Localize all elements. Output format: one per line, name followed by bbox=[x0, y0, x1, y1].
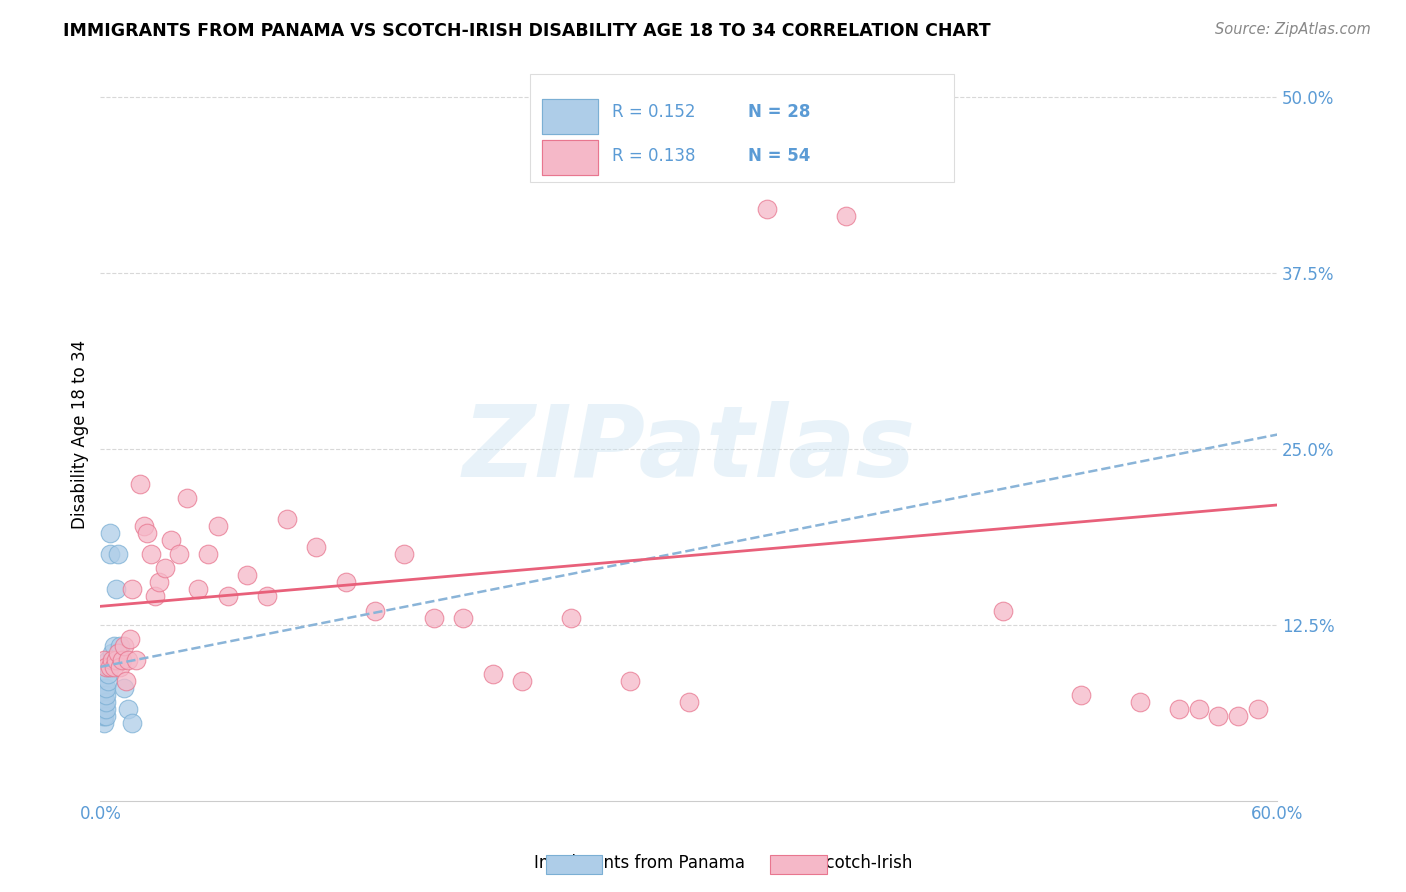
FancyBboxPatch shape bbox=[541, 139, 598, 175]
Text: N = 54: N = 54 bbox=[748, 147, 810, 165]
Point bbox=[96, 695, 118, 709]
Point bbox=[97, 673, 120, 688]
Point bbox=[236, 568, 259, 582]
Point bbox=[93, 688, 115, 702]
Text: R = 0.152: R = 0.152 bbox=[612, 103, 696, 121]
Point bbox=[105, 582, 128, 597]
Point bbox=[176, 491, 198, 505]
Point bbox=[97, 653, 120, 667]
Point bbox=[912, 160, 935, 174]
Point bbox=[107, 547, 129, 561]
Point bbox=[481, 667, 503, 681]
Text: IMMIGRANTS FROM PANAMA VS SCOTCH-IRISH DISABILITY AGE 18 TO 34 CORRELATION CHART: IMMIGRANTS FROM PANAMA VS SCOTCH-IRISH D… bbox=[63, 22, 991, 40]
Point bbox=[1208, 709, 1230, 723]
Point bbox=[121, 716, 143, 731]
Point bbox=[1129, 695, 1152, 709]
Point bbox=[93, 681, 115, 695]
Point bbox=[98, 547, 121, 561]
Point bbox=[207, 519, 229, 533]
Point bbox=[148, 575, 170, 590]
Point bbox=[132, 519, 155, 533]
Point bbox=[108, 639, 131, 653]
Point bbox=[96, 702, 118, 716]
FancyBboxPatch shape bbox=[530, 74, 953, 182]
Point bbox=[101, 653, 124, 667]
Point bbox=[160, 533, 183, 548]
Point bbox=[103, 639, 125, 653]
Text: Source: ZipAtlas.com: Source: ZipAtlas.com bbox=[1215, 22, 1371, 37]
Point bbox=[1246, 702, 1268, 716]
Point bbox=[256, 590, 278, 604]
Point bbox=[91, 695, 114, 709]
Point bbox=[451, 610, 474, 624]
Point bbox=[364, 603, 387, 617]
Point bbox=[619, 673, 641, 688]
Point bbox=[115, 673, 138, 688]
Point bbox=[128, 476, 150, 491]
Point bbox=[121, 582, 143, 597]
Point bbox=[335, 575, 357, 590]
Point bbox=[96, 660, 118, 674]
Point bbox=[93, 709, 115, 723]
Point bbox=[118, 632, 141, 646]
Point bbox=[1188, 702, 1211, 716]
Point bbox=[101, 646, 124, 660]
Point bbox=[141, 547, 163, 561]
Point bbox=[197, 547, 219, 561]
Point bbox=[217, 590, 239, 604]
Text: Immigrants from Panama: Immigrants from Panama bbox=[534, 855, 745, 872]
Point bbox=[103, 660, 125, 674]
Point bbox=[143, 590, 166, 604]
Text: N = 28: N = 28 bbox=[748, 103, 810, 121]
Text: Scotch-Irish: Scotch-Irish bbox=[815, 855, 914, 872]
Point bbox=[560, 610, 582, 624]
Point bbox=[1168, 702, 1191, 716]
Point bbox=[167, 547, 190, 561]
Point bbox=[117, 702, 139, 716]
Point bbox=[96, 681, 118, 695]
Point bbox=[136, 526, 159, 541]
FancyBboxPatch shape bbox=[541, 99, 598, 135]
Point bbox=[97, 660, 120, 674]
Point bbox=[394, 547, 416, 561]
Point bbox=[105, 653, 128, 667]
Point bbox=[93, 702, 115, 716]
Point bbox=[678, 695, 700, 709]
Point bbox=[93, 716, 115, 731]
Point bbox=[111, 653, 134, 667]
FancyBboxPatch shape bbox=[541, 139, 598, 175]
Point bbox=[276, 512, 298, 526]
Point bbox=[91, 709, 114, 723]
Point bbox=[98, 526, 121, 541]
Point bbox=[991, 603, 1014, 617]
Point bbox=[423, 610, 446, 624]
Point bbox=[107, 646, 129, 660]
Point bbox=[93, 695, 115, 709]
Point bbox=[835, 210, 858, 224]
Point bbox=[93, 653, 115, 667]
Y-axis label: Disability Age 18 to 34: Disability Age 18 to 34 bbox=[72, 340, 89, 529]
Point bbox=[98, 660, 121, 674]
Point bbox=[96, 709, 118, 723]
Point bbox=[96, 688, 118, 702]
Point bbox=[153, 561, 176, 575]
Point bbox=[97, 667, 120, 681]
Point bbox=[117, 653, 139, 667]
Point bbox=[112, 639, 135, 653]
Point bbox=[305, 540, 328, 554]
Point bbox=[91, 702, 114, 716]
Point bbox=[756, 202, 779, 217]
Text: R = 0.138: R = 0.138 bbox=[612, 147, 696, 165]
Point bbox=[112, 681, 135, 695]
Point bbox=[510, 673, 533, 688]
Point bbox=[1227, 709, 1250, 723]
Text: ZIPatlas: ZIPatlas bbox=[463, 401, 915, 498]
Point bbox=[1070, 688, 1092, 702]
Point bbox=[108, 660, 131, 674]
FancyBboxPatch shape bbox=[541, 99, 598, 135]
Point bbox=[124, 653, 146, 667]
Point bbox=[187, 582, 209, 597]
